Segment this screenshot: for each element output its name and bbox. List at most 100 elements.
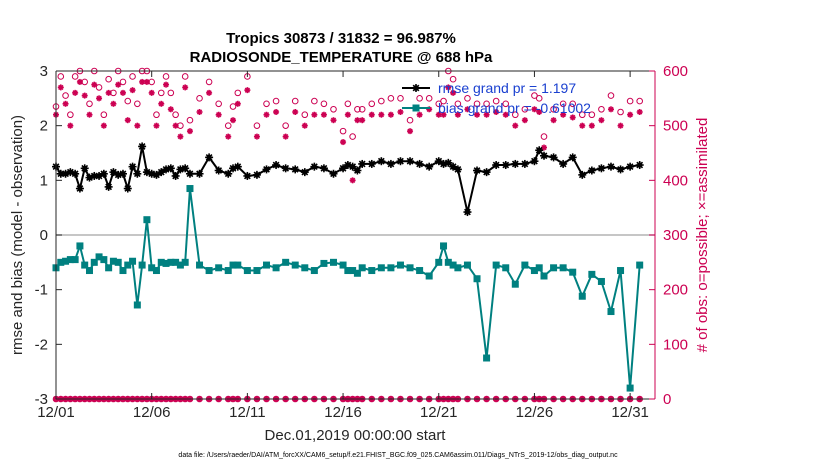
bias-point [636,261,644,269]
possible-obs-point [617,108,624,116]
rmse-point [597,164,606,173]
bias-point [71,256,79,264]
assimilated-obs-point [320,111,327,118]
possible-obs-point [636,97,643,105]
bias-point [224,267,232,275]
rmse-point [578,170,587,179]
bias-point [425,272,433,280]
possible-obs-point [129,73,136,80]
bias-point [530,267,538,275]
possible-obs-point [502,100,510,108]
bias-point [263,261,271,269]
possible-obs-point [435,100,443,108]
bias-point [291,261,299,269]
bias-point [129,257,137,265]
possible-obs-point [186,116,194,124]
assimilated-obs-point [435,111,442,118]
rmse-point [138,142,147,151]
bias-point [114,258,122,266]
assimilated-obs-point [182,84,189,91]
rmse-point [463,208,472,217]
bias-point [440,242,448,250]
possible-obs-point [511,111,519,119]
assimilated-obs-point [62,100,69,107]
assimilated-obs-point [105,89,112,96]
possible-obs-point [229,103,237,110]
possible-obs-point [330,105,337,113]
possible-obs-point [105,75,112,83]
assimilated-obs-point [493,109,500,115]
possible-obs-point [483,100,490,108]
assimilated-obs-point [172,122,179,129]
assimilated-obs-point [340,139,347,146]
assimilated-obs-point [263,111,270,118]
assimilated-obs-point [407,128,414,135]
possible-obs-point [86,100,93,108]
assimilated-obs-point [163,81,170,88]
assimilated-obs-point [206,89,213,96]
possible-obs-point [205,78,213,86]
assimilated-obs-point [67,122,74,129]
y-tick-label: -3 [35,391,48,408]
y2-tick-label: 200 [663,282,688,299]
assimilated-obs-point [76,78,83,85]
rmse-point [386,159,395,168]
possible-obs-point [67,111,74,119]
rmse-point [166,164,175,173]
possible-obs-point [578,111,586,119]
assimilated-obs-point [474,111,481,118]
legend: rmse grand pr = 1.197 bias grand pr = -0… [402,80,591,116]
assimilated-obs-point [129,87,136,94]
assimilated-obs-point [177,133,184,140]
bias-point [449,261,457,269]
bias-point [282,258,290,266]
bias-point [353,269,361,277]
assimilated-obs-point [215,111,222,118]
bias-point [100,256,108,264]
y2-tick-label: 400 [663,172,688,189]
rmse-point [99,169,108,178]
possible-obs-point [57,73,65,80]
bias-point [229,261,237,269]
possible-obs-point [473,100,481,108]
assimilated-obs-point [72,89,79,96]
rmse-point [214,166,223,175]
rmse-point [252,170,261,179]
x-ticks: 12/01 12/06 12/11 12/16 12/21 12/26 12/31 [37,71,649,421]
rmse-point [482,168,491,177]
x-tick-label: 12/26 [516,404,554,421]
bias-point [463,261,471,269]
bias-point [148,264,156,272]
bias-point [550,264,558,272]
assimilated-obs-point [344,111,351,118]
possible-obs-point [626,97,634,105]
possible-obs-point [354,105,361,113]
assimilated-obs-point [521,117,528,124]
assimilated-obs-point [627,111,634,118]
possible-obs-point [71,73,79,80]
bias-point [597,277,605,285]
y2-tick-label: 0 [663,391,671,408]
possible-obs-point [378,97,385,105]
rmse-point [75,184,84,193]
bias-point [406,264,414,272]
legend-bias-marker [412,104,420,112]
y-tick-label: 3 [40,63,48,80]
rmse-point [535,146,544,155]
y-tick-label: -2 [35,336,48,353]
bias-point [617,267,625,275]
rmse-point [377,157,386,166]
bias-point [243,267,251,275]
rmse-point [329,169,338,178]
assimilated-obs-point [244,87,251,94]
assimilated-obs-point [368,111,375,118]
bias-point [454,264,462,272]
assimilated-obs-point [598,117,605,124]
bias-point [215,264,223,272]
possible-obs-point [282,122,289,129]
assimilated-obs-point [153,122,160,129]
bias-point [377,264,385,272]
bias-series [52,185,644,392]
assimilated-obs-point [100,122,107,129]
